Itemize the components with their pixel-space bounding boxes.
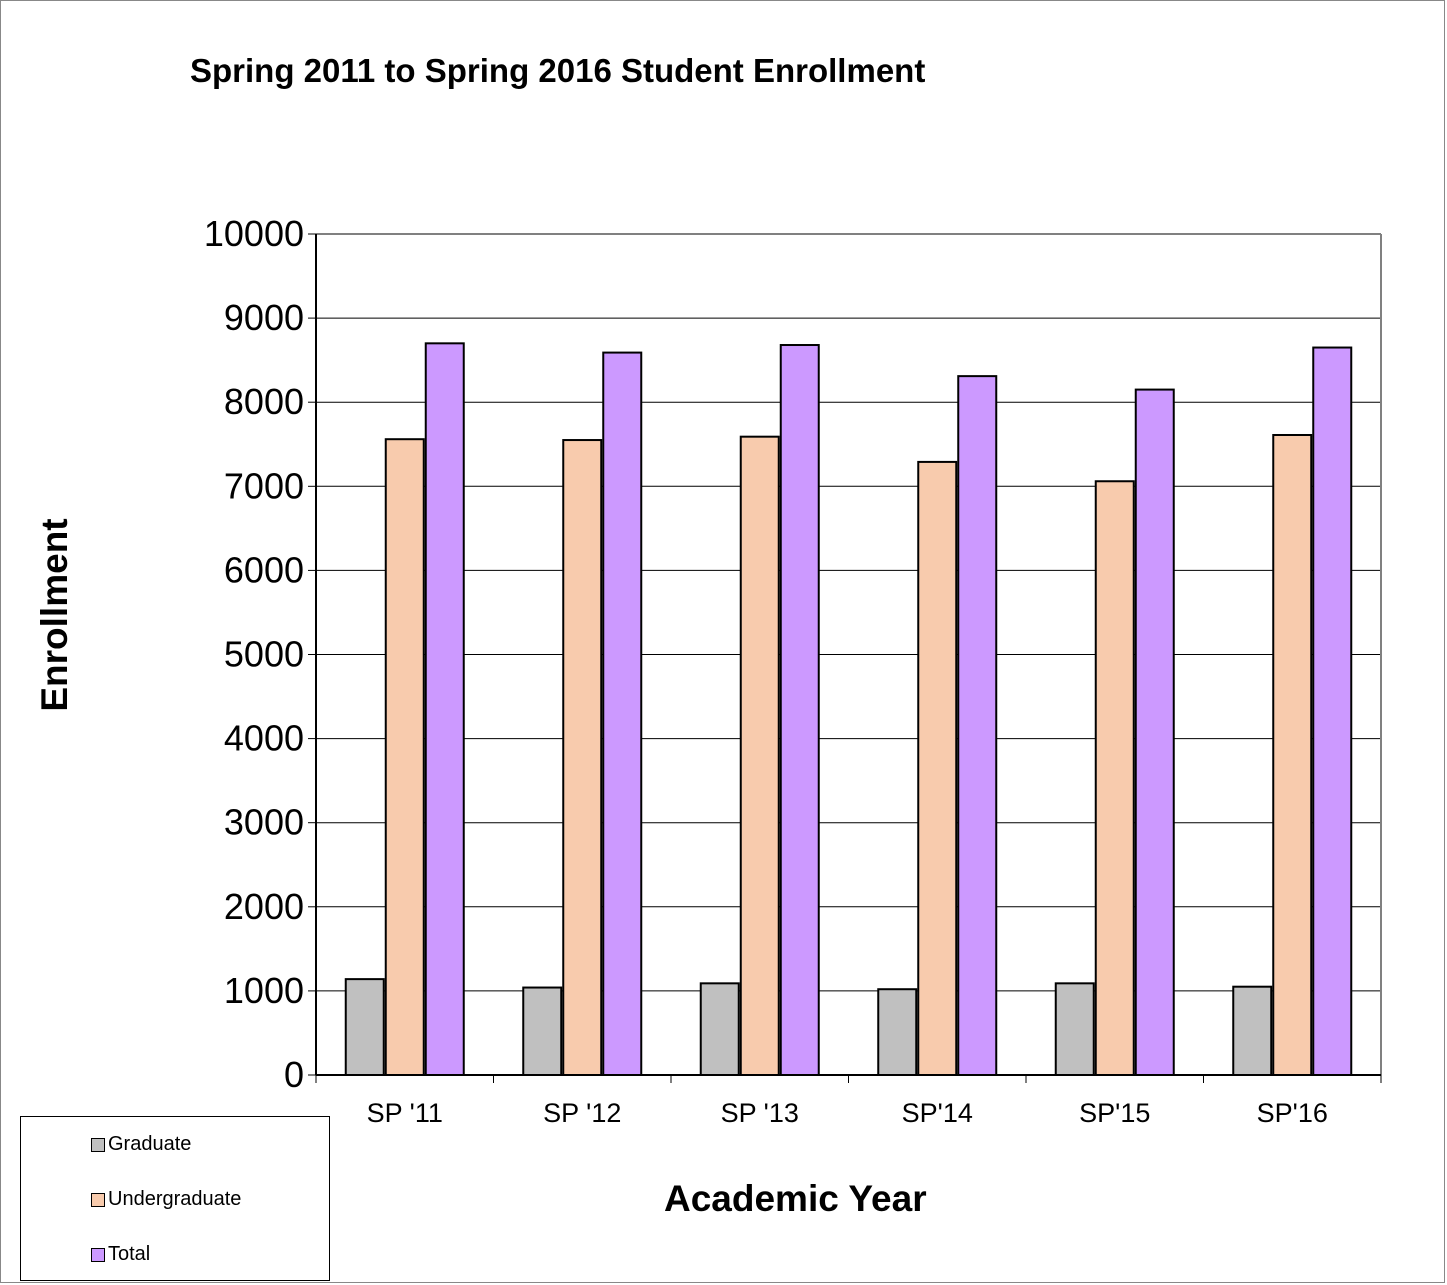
legend: Graduate Undergraduate Total — [20, 1116, 330, 1281]
legend-item-graduate: Graduate — [91, 1133, 191, 1156]
y-tick-label: 2000 — [224, 886, 304, 927]
bar-graduate-5 — [1232, 985, 1273, 1077]
legend-swatch-undergraduate — [91, 1192, 105, 1207]
y-tick-label: 10000 — [204, 213, 304, 254]
y-tick-label: 4000 — [224, 718, 304, 759]
x-tick-label: SP '11 — [367, 1098, 443, 1128]
x-tick-label: SP'16 — [1257, 1098, 1328, 1128]
bar-undergraduate-1 — [562, 439, 603, 1077]
bar-undergraduate-3 — [917, 460, 958, 1076]
bar-total-0 — [424, 342, 465, 1076]
x-axis-label: Academic Year — [664, 1178, 927, 1219]
y-tick-label: 8000 — [224, 381, 304, 422]
y-tick-label: 9000 — [224, 297, 304, 338]
bar-graduate-0 — [344, 978, 385, 1076]
bar-undergraduate-0 — [384, 438, 425, 1077]
legend-swatch-graduate — [91, 1137, 105, 1152]
bar-undergraduate-4 — [1094, 480, 1135, 1076]
y-tick-label: 3000 — [224, 802, 304, 843]
x-tick-label: SP '12 — [543, 1098, 621, 1128]
bar-graduate-4 — [1054, 982, 1095, 1076]
y-tick-label: 5000 — [224, 634, 304, 675]
bar-graduate-1 — [522, 986, 563, 1077]
x-tick-label: SP'15 — [1079, 1098, 1150, 1128]
legend-label-graduate: Graduate — [108, 1133, 192, 1155]
bar-total-4 — [1134, 388, 1175, 1076]
y-tick-label: 6000 — [224, 549, 304, 590]
bar-graduate-3 — [877, 988, 918, 1077]
y-tick-label: 0 — [284, 1054, 304, 1095]
y-tick-label: 7000 — [224, 465, 304, 506]
bar-undergraduate-2 — [739, 435, 780, 1076]
bar-total-5 — [1312, 346, 1353, 1077]
bar-undergraduate-5 — [1272, 433, 1313, 1076]
y-tick-label: 1000 — [224, 970, 304, 1011]
legend-item-undergraduate: Undergraduate — [91, 1188, 241, 1211]
bar-total-2 — [779, 344, 820, 1076]
x-tick-label: SP'14 — [902, 1098, 973, 1128]
bar-total-3 — [957, 375, 998, 1076]
bar-total-1 — [602, 351, 643, 1076]
y-axis-label: Enrollment — [34, 518, 75, 712]
chart-title: Spring 2011 to Spring 2016 Student Enrol… — [190, 52, 926, 89]
legend-item-total: Total — [91, 1243, 150, 1266]
legend-label-total: Total — [108, 1243, 151, 1265]
bar-graduate-2 — [699, 982, 740, 1076]
x-tick-label: SP '13 — [721, 1098, 799, 1128]
legend-swatch-total — [91, 1247, 105, 1262]
legend-label-undergraduate: Undergraduate — [108, 1188, 242, 1210]
